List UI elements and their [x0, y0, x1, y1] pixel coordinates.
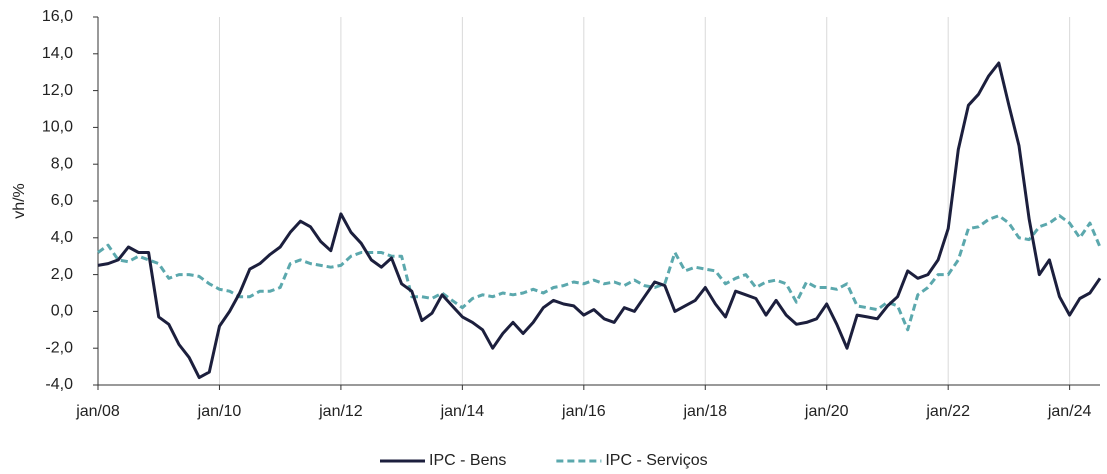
y-tick-label: 0,0 — [51, 303, 73, 320]
x-tick-label: jan/22 — [925, 403, 970, 420]
legend-label: IPC - Serviços — [605, 452, 707, 469]
legend-label: IPC - Bens — [429, 452, 506, 469]
y-axis-label: vh/% — [11, 183, 28, 219]
y-tick-label: -4,0 — [45, 376, 73, 393]
y-tick-label: -2,0 — [45, 339, 73, 356]
y-tick-label: 2,0 — [51, 266, 73, 283]
y-tick-label: 12,0 — [42, 82, 73, 99]
x-tick-label: jan/10 — [197, 403, 242, 420]
series-line — [97, 214, 1102, 332]
y-tick-label: 6,0 — [51, 192, 73, 209]
series-line — [97, 61, 1102, 380]
x-tick-label: jan/08 — [75, 403, 120, 420]
y-tick-label: 14,0 — [42, 45, 73, 62]
x-tick-label: jan/14 — [440, 403, 485, 420]
x-tick-label: jan/18 — [682, 403, 727, 420]
x-tick-label: jan/20 — [804, 403, 849, 420]
x-tick-label: jan/24 — [1047, 403, 1092, 420]
x-tick-label: jan/16 — [561, 403, 606, 420]
y-tick-label: 8,0 — [51, 155, 73, 172]
y-tick-label: 16,0 — [42, 8, 73, 25]
y-tick-label: 4,0 — [51, 229, 73, 246]
x-tick-label: jan/12 — [318, 403, 363, 420]
y-tick-label: 10,0 — [42, 119, 73, 136]
